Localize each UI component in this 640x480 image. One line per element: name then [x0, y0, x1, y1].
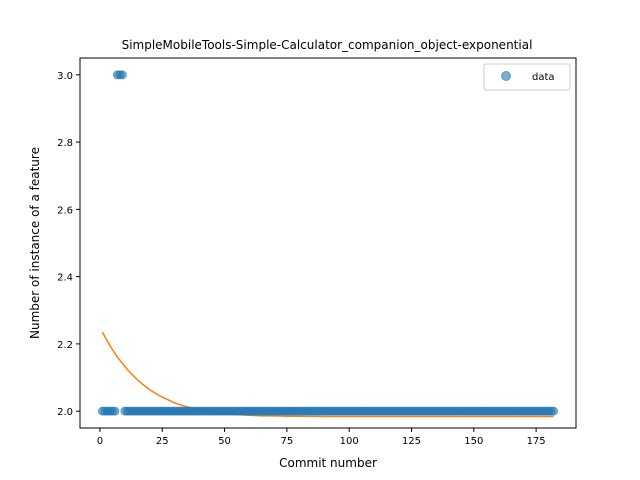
data-points [97, 70, 559, 416]
x-axis-ticks: 0 25 50 75 100 125 150 175 [97, 428, 546, 447]
y-tick-label: 2.6 [57, 205, 73, 216]
axes-frame [79, 57, 577, 429]
y-axis-label: Number of instance of a feature [28, 147, 42, 339]
y-tick-label: 2.0 [57, 407, 73, 418]
x-axis-label: Commit number [279, 456, 377, 470]
y-tick-label: 3.0 [57, 71, 73, 82]
fit-line [101, 331, 554, 418]
x-tick-label: 75 [281, 436, 294, 447]
y-tick-label: 2.4 [57, 273, 73, 284]
data-point [117, 70, 127, 80]
y-tick-label: 2.2 [57, 340, 73, 351]
chart-title: SimpleMobileTools-Simple-Calculator_comp… [122, 38, 533, 52]
x-tick-label: 50 [218, 436, 231, 447]
legend-box [483, 63, 571, 91]
data-point [110, 406, 120, 416]
legend: data [483, 63, 571, 91]
legend-label: data [532, 72, 555, 83]
data-point [549, 406, 559, 416]
x-tick-label: 100 [340, 436, 359, 447]
fit-line-layer [101, 331, 554, 418]
x-tick-label: 25 [156, 436, 169, 447]
y-axis-ticks: 2.0 2.2 2.4 2.6 2.8 3.0 [57, 71, 80, 418]
legend-marker [501, 71, 511, 81]
x-tick-label: 0 [97, 436, 103, 447]
y-tick-label: 2.8 [57, 138, 73, 149]
x-tick-label: 150 [464, 436, 483, 447]
x-tick-label: 175 [527, 436, 546, 447]
x-tick-label: 125 [402, 436, 421, 447]
